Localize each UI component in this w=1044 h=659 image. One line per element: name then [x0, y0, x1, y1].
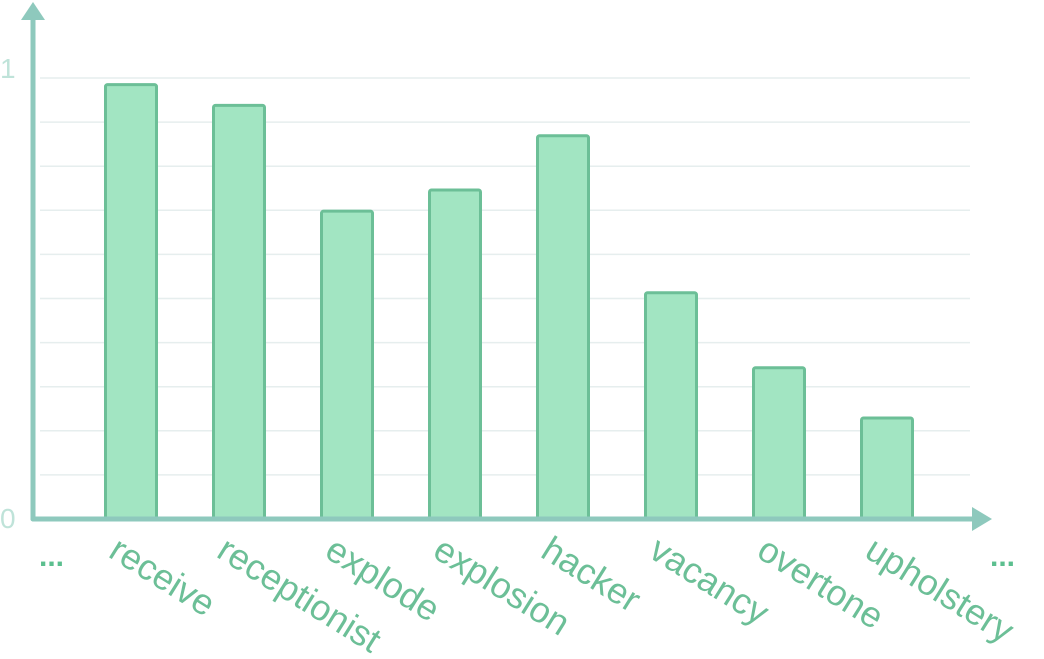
gridlines — [40, 77, 970, 476]
bar-receptionist — [212, 103, 266, 521]
bar-receive — [104, 83, 158, 521]
bar-explode — [320, 209, 374, 521]
bars — [104, 83, 914, 521]
bar-hacker — [536, 134, 590, 521]
bar-explosion — [428, 188, 482, 521]
bar-upholstery — [860, 416, 914, 521]
y-tick-min: 0 — [0, 503, 16, 534]
x-tick-label: receive — [103, 528, 223, 624]
x-tick-label: vacancy — [643, 528, 777, 633]
trailing-ellipsis: ... — [990, 540, 1015, 573]
x-axis-arrow — [972, 507, 992, 531]
x-tick-labels: receivereceptionistexplodeexplosionhacke… — [103, 528, 1022, 659]
y-tick-max: 1 — [0, 53, 16, 84]
bar-overtone — [752, 366, 806, 521]
y-axis-arrow — [21, 2, 45, 20]
bar-vacancy — [644, 291, 698, 521]
leading-ellipsis: ... — [39, 540, 64, 573]
